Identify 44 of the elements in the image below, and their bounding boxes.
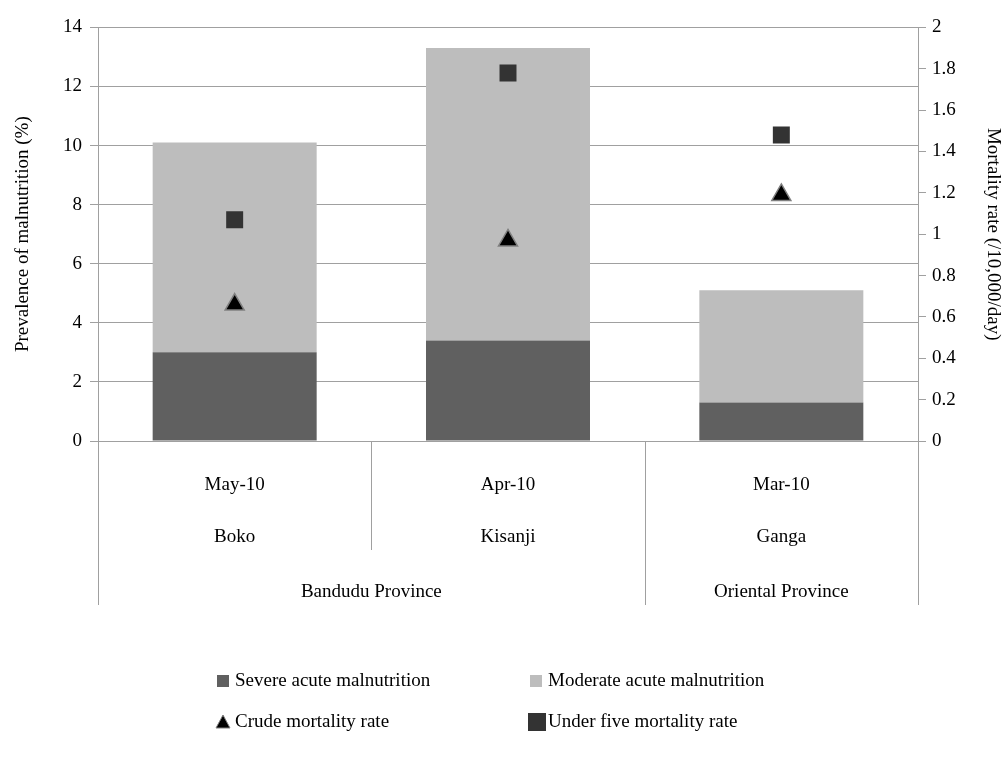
y2-tick-label: 0 [932,428,942,450]
point [772,126,790,144]
y2-tick-label: 1.2 [932,180,956,202]
y-tick-label: 14 [63,15,83,37]
text: Oriental Province [714,579,849,601]
y2-tick-label: 1.8 [932,56,956,78]
point [224,292,245,311]
point [497,228,519,247]
legend-label: Crude mortality rate [235,709,390,731]
y2-tick-label: 1.6 [932,98,956,120]
y-tick-label: 8 [72,192,82,214]
point [499,64,517,82]
bar [426,340,590,441]
bar [699,402,864,441]
y2-tick-label: 1.4 [932,139,957,161]
y2-tick-label: 0.8 [932,263,956,285]
y2-tick-label: 0.2 [932,387,956,409]
y-axis-title: Prevalence of malnutrition (%) [11,116,34,353]
y-tick-label: 6 [72,251,82,273]
x-tick-label: Mar-10 [753,472,810,494]
point [771,183,792,202]
y-tick-label: 12 [63,74,82,96]
bar [152,352,317,441]
x-tick-label: Apr-10 [480,472,536,494]
text: Boko [214,524,256,546]
y-tick-label: 10 [63,133,82,155]
y2-tick-label: 0.4 [932,346,957,368]
legend-label: Under five mortality rate [548,709,738,731]
y-tick-label: 0 [72,428,82,450]
y2-tick-label: 1 [932,222,942,244]
y2-tick-label: 2 [932,15,942,37]
y-tick-label: 2 [72,369,82,391]
bar [152,142,317,353]
text: Bandudu Province [300,579,442,601]
legend-label: Moderate acute malnutrition [548,668,765,690]
text: Ganga [756,524,807,546]
text: Kisanji [480,524,536,546]
bar [699,290,864,403]
x-tick-label: May-10 [204,472,265,494]
y-tick-label: 4 [72,310,83,332]
bar [426,48,590,341]
y2-tick-label: 0.6 [932,304,956,326]
legend-label: Severe acute malnutrition [235,668,431,690]
y2-axis-title: Mortality rate (/10,000/day) [982,127,1005,341]
